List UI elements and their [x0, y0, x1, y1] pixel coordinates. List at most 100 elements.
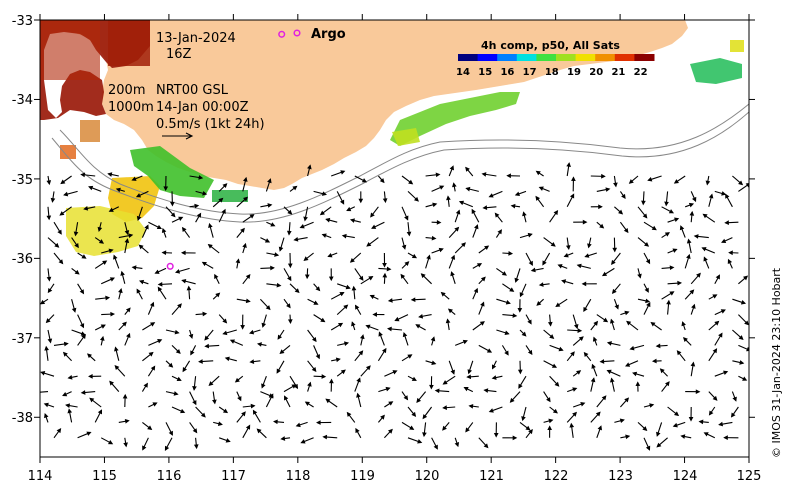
current-vector-head	[538, 282, 544, 287]
current-vector-head	[224, 356, 230, 362]
current-vector-head	[382, 272, 388, 278]
current-vector-head	[45, 318, 51, 324]
current-vector-head	[570, 351, 575, 357]
current-vector-head	[446, 195, 451, 201]
current-vector-head	[411, 376, 417, 381]
current-vector-head	[552, 408, 558, 414]
current-vector-head	[609, 377, 615, 383]
current-vector-head	[708, 410, 714, 416]
current-vector-head	[645, 298, 651, 304]
current-vector-head	[47, 338, 53, 344]
current-vector-head	[56, 427, 62, 434]
current-vector-head	[439, 185, 445, 190]
current-vector-head	[605, 187, 611, 192]
current-vector-head	[87, 353, 92, 359]
colorbar-swatch	[614, 54, 635, 61]
current-vector-head	[181, 278, 187, 284]
current-vector-head	[368, 276, 374, 281]
current-vector-head	[642, 426, 648, 432]
current-vector-head	[354, 304, 360, 310]
current-vector-head	[701, 247, 707, 252]
current-vector-head	[480, 301, 485, 307]
current-vector-head	[590, 377, 596, 383]
current-vector-head	[176, 376, 182, 382]
current-vector-head	[407, 354, 413, 359]
current-vector-head	[124, 418, 130, 424]
current-vector-head	[677, 280, 683, 286]
current-vector-head	[404, 215, 409, 221]
current-vector-head	[742, 376, 748, 381]
current-vector-head	[121, 321, 127, 327]
map-annotations: 13-Jan-2024 16Z 200m NRT00 GSL 1000m 14-…	[108, 31, 265, 140]
current-vector-head	[43, 402, 49, 408]
contour-200-label: 200m	[108, 83, 145, 98]
current-vector-head	[274, 252, 280, 257]
current-vector-head	[144, 224, 149, 230]
current-vector-head	[385, 386, 391, 392]
current-vector-head	[387, 298, 393, 303]
current-vector-head	[466, 374, 472, 380]
current-vector-head	[280, 436, 286, 441]
y-tick-label: -38	[12, 411, 33, 426]
current-vector-head	[705, 180, 711, 186]
current-vector-head	[276, 368, 281, 374]
current-vector-head	[587, 243, 592, 249]
current-vector-head	[261, 322, 267, 328]
current-vector-head	[88, 185, 94, 191]
current-vector-head	[417, 439, 423, 444]
y-axis-labels: -33 -34 -35 -36 -37 -38	[12, 14, 33, 426]
current-vector-head	[131, 265, 137, 270]
current-vector-head	[411, 253, 418, 259]
current-vector-head	[303, 256, 309, 262]
current-vector-head	[689, 289, 695, 295]
current-vector-head	[484, 245, 490, 251]
current-vector-head	[249, 329, 255, 335]
current-vector-head	[618, 209, 624, 215]
current-vector-head	[712, 348, 718, 354]
current-vector-head	[450, 271, 455, 277]
current-vector-head	[222, 318, 228, 324]
current-vector-head	[242, 242, 247, 249]
current-vector-head	[67, 374, 73, 380]
current-vector-head	[346, 206, 352, 212]
current-vector-head	[656, 442, 662, 448]
current-vector-head	[256, 342, 262, 347]
current-vector-head	[641, 200, 646, 206]
current-vector-head	[126, 332, 131, 339]
current-vector-head	[102, 260, 108, 265]
current-vector-head	[413, 196, 419, 202]
current-vector-head	[175, 349, 181, 354]
y-tick-label: -33	[12, 14, 33, 29]
current-vector-head	[644, 287, 649, 293]
current-vector-head	[647, 177, 653, 182]
current-vector-head	[691, 196, 697, 203]
current-vector-head	[182, 367, 187, 373]
current-vector-head	[303, 216, 308, 222]
current-vector-head	[447, 308, 453, 314]
argo-floats	[166, 30, 286, 270]
current-vector-head	[277, 334, 283, 340]
current-vector-head	[566, 162, 571, 167]
colorbar-title: 4h comp, p50, All Sats	[481, 39, 620, 52]
current-vector-head	[442, 380, 448, 385]
current-vector-head	[611, 288, 617, 294]
current-vector-head	[569, 422, 575, 428]
current-vector-head	[538, 186, 544, 191]
current-vector-head	[601, 395, 607, 401]
current-vector-head	[217, 421, 223, 426]
current-vector-head	[307, 164, 312, 170]
current-vector-head	[542, 260, 547, 266]
x-tick-label: 117	[221, 469, 246, 484]
current-vector-head	[483, 443, 489, 449]
current-vector-head	[606, 369, 612, 375]
current-vector-head	[725, 193, 730, 199]
current-vector-head	[261, 383, 266, 389]
current-vector-head	[629, 345, 635, 351]
current-vector-head	[284, 395, 289, 401]
current-vector-head	[194, 203, 200, 209]
current-vector-head	[311, 366, 317, 373]
current-vector-head	[97, 409, 103, 415]
current-vector-head	[108, 207, 114, 212]
current-vector-head	[89, 397, 95, 403]
sst-colorbar: 4h comp, p50, All Sats 14 15 16 17 18 19 20 21 2…	[456, 39, 655, 78]
